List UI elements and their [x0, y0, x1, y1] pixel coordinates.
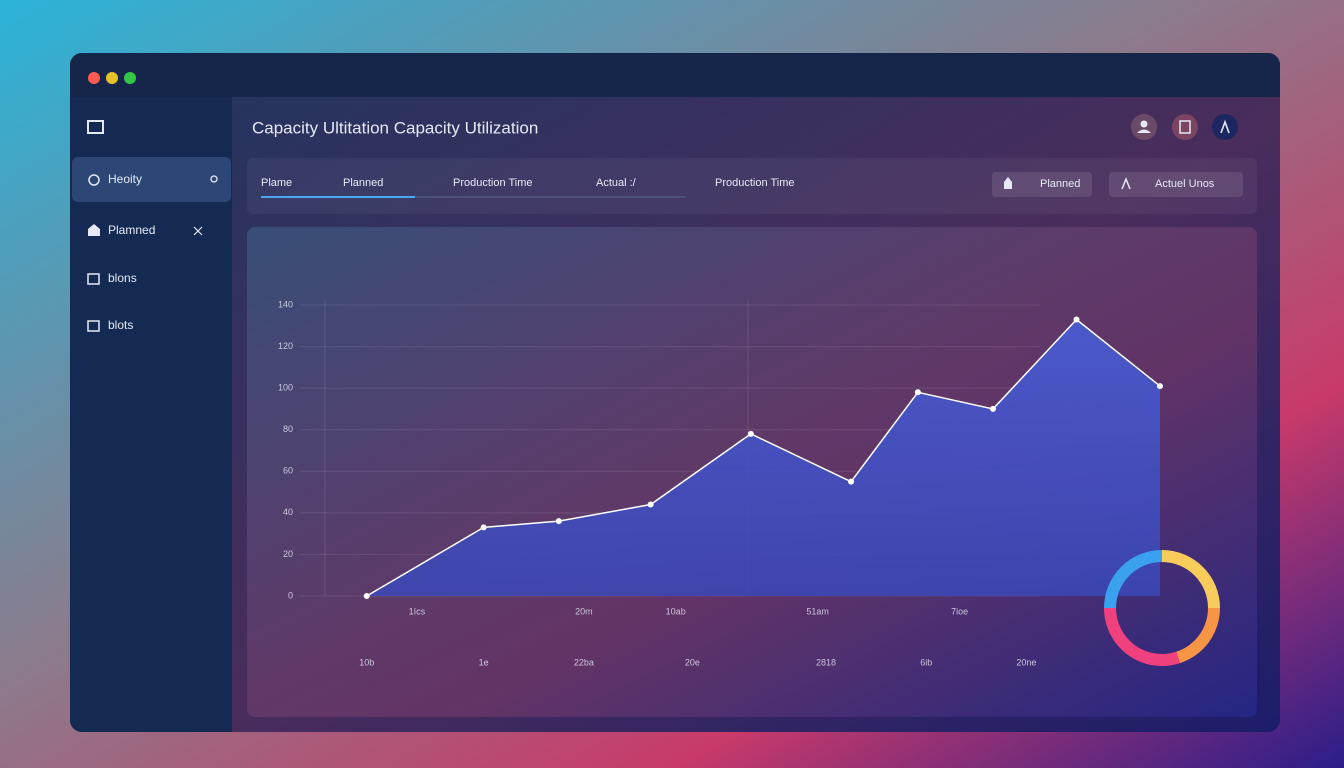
home-icon: [88, 224, 100, 236]
data-point: [555, 518, 562, 525]
sidebar-icon: [87, 273, 100, 285]
y-tick-label: 100: [278, 383, 293, 393]
button-icon: [1121, 176, 1131, 190]
sidebar-item[interactable]: Heoity: [108, 172, 142, 186]
tab[interactable]: Plame: [261, 177, 292, 189]
sidebar-icon: [87, 320, 100, 332]
y-tick-label: 140: [278, 299, 293, 309]
minimize-button[interactable]: [106, 72, 118, 84]
close-icon[interactable]: [193, 226, 203, 236]
tab[interactable]: Planned: [343, 177, 383, 189]
close-button[interactable]: [88, 72, 100, 84]
donut-segment: [1176, 608, 1220, 664]
data-point: [914, 389, 921, 396]
x-tick-label: 1ícs: [409, 606, 426, 616]
button-label[interactable]: Planned: [1040, 178, 1080, 190]
y-tick-label: 80: [283, 424, 293, 434]
page-title: Capacity Ultitation Capacity Utilization: [252, 118, 538, 137]
tab[interactable]: Actual :/: [596, 177, 637, 189]
button-icon: [1004, 177, 1012, 189]
x-tick-label-lower: 10b: [359, 657, 374, 667]
donut-segment: [1104, 608, 1180, 666]
tab[interactable]: Production Time: [715, 177, 794, 189]
data-point: [363, 593, 370, 599]
y-tick-label: 0: [288, 590, 293, 600]
profile-icon: [1220, 119, 1230, 134]
donut-segment: [1104, 550, 1162, 608]
title-bar: [70, 53, 1280, 97]
data-point: [1157, 383, 1163, 390]
user-icon: [1137, 129, 1151, 133]
actual-button[interactable]: [1109, 172, 1243, 197]
x-tick-label-lower: 22ba: [574, 657, 594, 667]
maximize-button[interactable]: [124, 72, 136, 84]
profile-button[interactable]: [1212, 114, 1238, 140]
tab-bar: [247, 158, 1257, 214]
tab[interactable]: Production Time: [453, 177, 532, 189]
x-tick-label: 51am: [806, 606, 829, 616]
search-icon[interactable]: [210, 175, 218, 183]
y-tick-label: 40: [283, 507, 293, 517]
area: [366, 319, 1160, 596]
sidebar-item[interactable]: Plamned: [108, 223, 155, 237]
y-tick-label: 60: [283, 466, 293, 476]
x-tick-label-lower: 20e: [685, 657, 700, 667]
sidebar-item[interactable]: blots: [108, 318, 133, 332]
donut-segment: [1162, 550, 1220, 608]
x-tick-label-lower: 2818: [816, 657, 836, 667]
app-logo[interactable]: [87, 120, 104, 134]
x-tick-label: 20m: [575, 606, 593, 616]
data-point: [647, 501, 654, 508]
sidebar-item[interactable]: blons: [108, 271, 137, 285]
document-icon: [1179, 120, 1191, 134]
x-tick-label: 7ioe: [951, 606, 968, 616]
document-button[interactable]: [1172, 114, 1198, 140]
x-tick-label-lower: 1e: [479, 657, 489, 667]
planned-button[interactable]: [992, 172, 1092, 197]
sidebar-active-item[interactable]: [72, 157, 231, 202]
button-label[interactable]: Actuel Unos: [1155, 178, 1215, 190]
sidebar: [70, 97, 232, 732]
x-tick-label: 10ab: [666, 606, 686, 616]
sidebar-icon: [88, 174, 100, 186]
user-icon: [1140, 120, 1148, 128]
data-point: [1073, 316, 1080, 323]
x-tick-label-lower: 20ne: [1016, 657, 1036, 667]
line: [366, 318, 1161, 597]
data-point: [848, 478, 855, 485]
y-tick-label: 20: [283, 549, 293, 559]
x-tick-label-lower: 6ib: [920, 657, 932, 667]
data-point: [990, 405, 996, 412]
data-point: [747, 430, 754, 437]
data-point: [480, 524, 487, 531]
y-tick-label: 120: [278, 341, 293, 351]
